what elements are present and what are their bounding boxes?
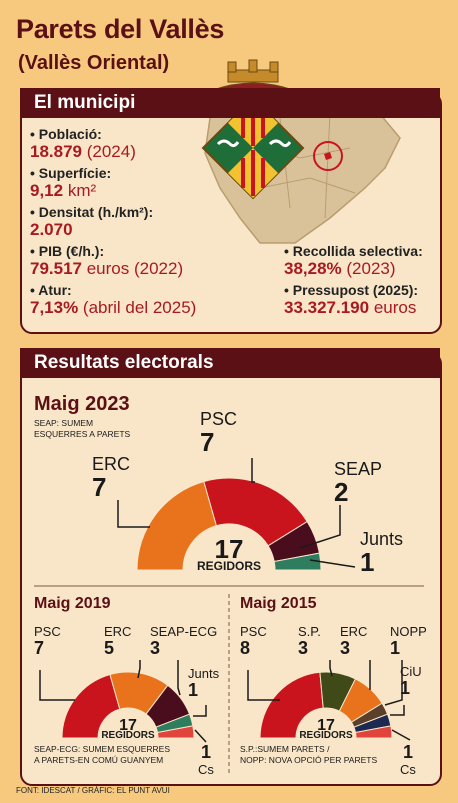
chart-title: Maig 2019 bbox=[34, 595, 111, 612]
stat-value: 33.327.190 euros bbox=[284, 298, 417, 317]
stat-value: 38,28% (2023) bbox=[284, 259, 396, 278]
party-abbrev-note: ESQUERRES A PARETS bbox=[34, 429, 131, 439]
party-seats: 1 bbox=[403, 742, 413, 762]
coat-of-arms-icon bbox=[201, 59, 305, 200]
leader-line bbox=[194, 729, 207, 743]
party-seats: 3 bbox=[298, 638, 308, 658]
party-name: ERC bbox=[104, 624, 131, 639]
party-seats: 7 bbox=[92, 472, 106, 502]
party-seats: 1 bbox=[360, 547, 374, 577]
party-name: Cs bbox=[198, 762, 214, 777]
page-title: Parets del Vallès bbox=[16, 14, 225, 44]
party-seats: 7 bbox=[34, 638, 44, 658]
party-seats: 1 bbox=[390, 638, 400, 658]
stat-label: • Recollida selectiva: bbox=[284, 243, 423, 259]
chart-title: Maig 2015 bbox=[240, 595, 317, 612]
leader-line bbox=[193, 705, 207, 717]
stat-right-0: • Recollida selectiva: 38,28% (2023) bbox=[284, 243, 423, 279]
party-seats: 3 bbox=[340, 638, 350, 658]
stat-value: 2.070 bbox=[30, 220, 73, 239]
party-name: PSC bbox=[34, 624, 61, 639]
seat-segment-psc bbox=[61, 673, 121, 739]
center-label: REGIDORS bbox=[197, 559, 261, 573]
seat-segment-erc bbox=[136, 480, 218, 571]
party-name: PSC bbox=[240, 624, 267, 639]
center-label: REGIDORS bbox=[101, 730, 155, 741]
center-number: 17 bbox=[215, 534, 244, 564]
center-label: REGIDORS bbox=[299, 730, 353, 741]
stat-value: 9,12 km² bbox=[30, 181, 97, 200]
leader-line bbox=[329, 660, 333, 677]
leader-line bbox=[177, 660, 181, 696]
municipi-band-label: El municipi bbox=[34, 92, 136, 113]
party-abbrev-note: NOPP: NOVA OPCIÓ PER PARETS bbox=[240, 755, 377, 765]
leader-line bbox=[390, 705, 405, 716]
stat-left-1: • Superfície: 9,12 km² bbox=[30, 165, 111, 201]
leader-line bbox=[39, 670, 75, 701]
page-subtitle: (Vallès Oriental) bbox=[18, 52, 170, 74]
stat-label: • Pressupost (2025): bbox=[284, 282, 419, 298]
source-footer: FONT: IDESCAT / GRÀFIC: EL PUNT AVUI bbox=[16, 786, 170, 795]
party-seats: 2 bbox=[334, 477, 348, 507]
party-seats: 8 bbox=[240, 638, 250, 658]
seat-segment-psc bbox=[259, 671, 324, 739]
leader-line bbox=[391, 729, 411, 741]
party-name: SEAP bbox=[334, 459, 382, 479]
party-abbrev-note: SEAP: SUMEM bbox=[34, 418, 93, 428]
leader-line bbox=[309, 559, 356, 568]
party-seats: 3 bbox=[150, 638, 160, 658]
leader-line bbox=[299, 505, 341, 549]
stat-left-0: • Població: 18.879 (2024) bbox=[30, 126, 136, 162]
party-seats: 5 bbox=[104, 638, 114, 658]
party-seats: 1 bbox=[400, 678, 410, 698]
party-name: PSC bbox=[200, 409, 237, 429]
center-number: 17 bbox=[317, 717, 335, 734]
party-name: NOPP bbox=[390, 624, 427, 639]
seat-segment-junts bbox=[273, 552, 322, 571]
municipi-band bbox=[20, 88, 440, 118]
stat-left-2: • Densitat (h./km²): 2.070 bbox=[30, 204, 153, 240]
party-name: Junts bbox=[188, 666, 220, 681]
stat-label: • Superfície: bbox=[30, 165, 112, 181]
center-number: 17 bbox=[119, 717, 137, 734]
party-seats: 1 bbox=[201, 742, 211, 762]
seat-segment-cs bbox=[354, 725, 393, 739]
chart-title: Maig 2023 bbox=[34, 393, 130, 415]
party-abbrev-note: A PARETS-EN COMÚ GUANYEM bbox=[34, 755, 163, 765]
party-name: Junts bbox=[360, 529, 403, 549]
party-name: Cs bbox=[400, 762, 416, 777]
stat-value: 7,13% (abril del 2025) bbox=[30, 298, 197, 317]
leader-line bbox=[247, 670, 280, 701]
resultats-band bbox=[20, 348, 440, 378]
stat-left-3: • PIB (€/h.): 79.517 euros (2022) bbox=[30, 243, 183, 279]
party-name: SEAP-ECG bbox=[150, 624, 217, 639]
stat-right-1: • Pressupost (2025): 33.327.190 euros bbox=[284, 282, 418, 318]
party-name: S.P. bbox=[298, 624, 321, 639]
stat-label: • Densitat (h./km²): bbox=[30, 204, 154, 220]
party-name: CiU bbox=[400, 664, 422, 679]
stat-value: 18.879 (2024) bbox=[30, 142, 136, 161]
stat-value: 79.517 euros (2022) bbox=[30, 259, 184, 278]
leader-line bbox=[384, 660, 403, 706]
stat-left-4: • Atur: 7,13% (abril del 2025) bbox=[30, 282, 196, 318]
party-name: ERC bbox=[340, 624, 367, 639]
stat-label: • Població: bbox=[30, 126, 102, 142]
location-marker bbox=[324, 152, 332, 160]
party-name: ERC bbox=[92, 454, 130, 474]
seat-segment-cs bbox=[156, 725, 195, 739]
party-abbrev-note: S.P.:SUMEM PARETS / bbox=[240, 744, 330, 754]
leader-line bbox=[117, 500, 150, 528]
stat-label: • PIB (€/h.): bbox=[30, 243, 105, 259]
location-marker-circle bbox=[313, 141, 343, 171]
leader-line bbox=[251, 458, 255, 483]
stat-label: • Atur: bbox=[30, 282, 72, 298]
resultats-band-label: Resultats electorals bbox=[34, 352, 214, 373]
party-seats: 1 bbox=[188, 680, 198, 700]
party-abbrev-note: SEAP-ECG: SUMEM ESQUERRES bbox=[34, 744, 170, 754]
leader-line bbox=[137, 660, 141, 679]
party-seats: 7 bbox=[200, 427, 214, 457]
